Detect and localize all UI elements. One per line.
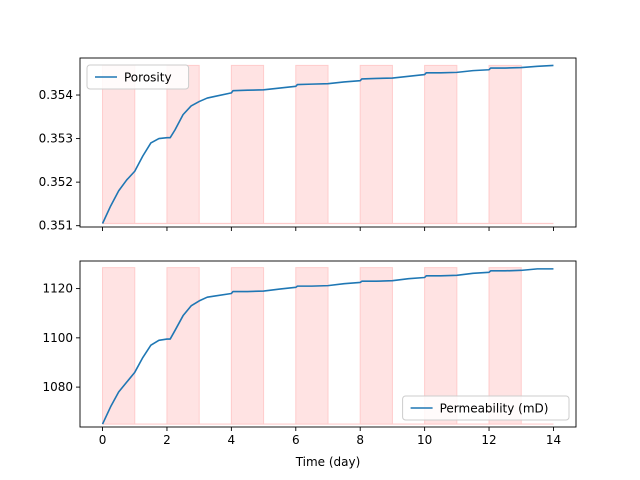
x-tick-label: 12 [481, 433, 496, 447]
legend-box [402, 395, 570, 421]
y-tick-label: 1080 [42, 380, 73, 394]
x-axis-label: Time (day) [295, 455, 361, 469]
legend-box [86, 64, 190, 90]
y-tick-label: 0.353 [39, 132, 73, 146]
legend: Porosity [86, 64, 190, 90]
axes-frame [79, 260, 577, 428]
shaded-span [102, 267, 136, 425]
shaded-span [295, 267, 329, 425]
x-tick-label: 0 [99, 433, 107, 447]
y-tick-label: 0.351 [39, 219, 73, 233]
shaded-span [488, 64, 522, 225]
legend-label: Porosity [124, 71, 172, 85]
axes-frame [79, 57, 577, 228]
y-tick-label: 1100 [42, 331, 73, 345]
shaded-span [230, 267, 265, 425]
shaded-span [359, 267, 393, 425]
porosity-subplot: 0.351 0.352 0.353 0.354 Porosity [39, 57, 577, 233]
x-tick-label: 14 [546, 433, 561, 447]
x-tick-label: 4 [228, 433, 236, 447]
shaded-span [230, 64, 265, 225]
x-tick-label: 10 [417, 433, 432, 447]
legend: Permeability (mD) [402, 395, 570, 421]
x-tick-label: 6 [292, 433, 300, 447]
shaded-span [166, 267, 200, 425]
y-tick-label: 0.352 [39, 175, 73, 189]
series-line [101, 64, 554, 224]
series-line [101, 268, 554, 425]
permeability-subplot: 1080 1100 1120 0 2 4 6 8 10 12 14 Permeability (mD) [42, 260, 577, 447]
x-tick-label: 2 [163, 433, 171, 447]
shaded-span [102, 64, 136, 225]
legend-label: Permeability (mD) [440, 402, 549, 416]
shaded-span [295, 64, 329, 225]
shaded-span [359, 64, 393, 225]
x-tick-label: 8 [356, 433, 364, 447]
y-tick-label: 1120 [42, 282, 73, 296]
shaded-span [424, 64, 458, 225]
y-tick-label: 0.354 [39, 88, 73, 102]
